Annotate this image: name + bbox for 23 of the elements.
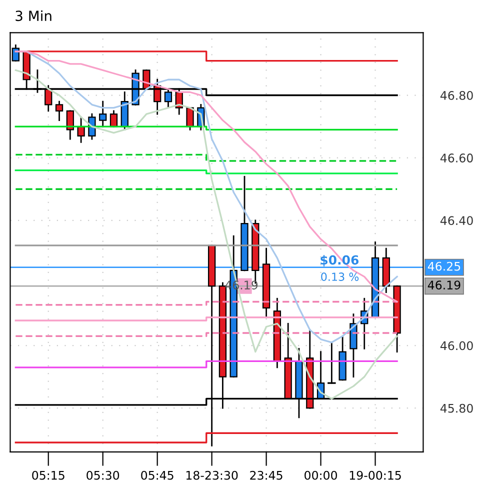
annotation: $0.06 — [320, 255, 359, 266]
line-series — [14, 69, 398, 400]
x-tick-label: 23:45 — [250, 470, 282, 480]
x-tick-label: 00:00 — [304, 470, 338, 480]
candlestick — [55, 100, 64, 121]
ref-line-label: 46.19 — [428, 280, 460, 290]
y-tick-label: 46.00 — [440, 341, 473, 350]
candlestick — [99, 100, 107, 128]
x-tick-label: 05:15 — [32, 470, 64, 480]
annotation: 0.13 % — [321, 272, 359, 281]
y-tick-label: 45.80 — [440, 404, 473, 413]
x-tick-label: 19-00:15 — [350, 470, 401, 480]
candlestick — [186, 107, 194, 130]
candlestick — [328, 342, 336, 384]
chart-title: 3 Min — [16, 10, 52, 22]
y-tick-label: 46.80 — [440, 90, 473, 100]
y-tick-label: 46.60 — [440, 154, 473, 162]
y-tick-label: 46.40 — [440, 216, 473, 226]
x-tick-label: 05:30 — [86, 470, 120, 480]
x-tick-label: 18-23:30 — [186, 470, 238, 480]
x-tick-label: 05:45 — [141, 470, 174, 480]
candlestick — [77, 116, 85, 143]
ref-line-label: 46.25 — [428, 262, 460, 271]
